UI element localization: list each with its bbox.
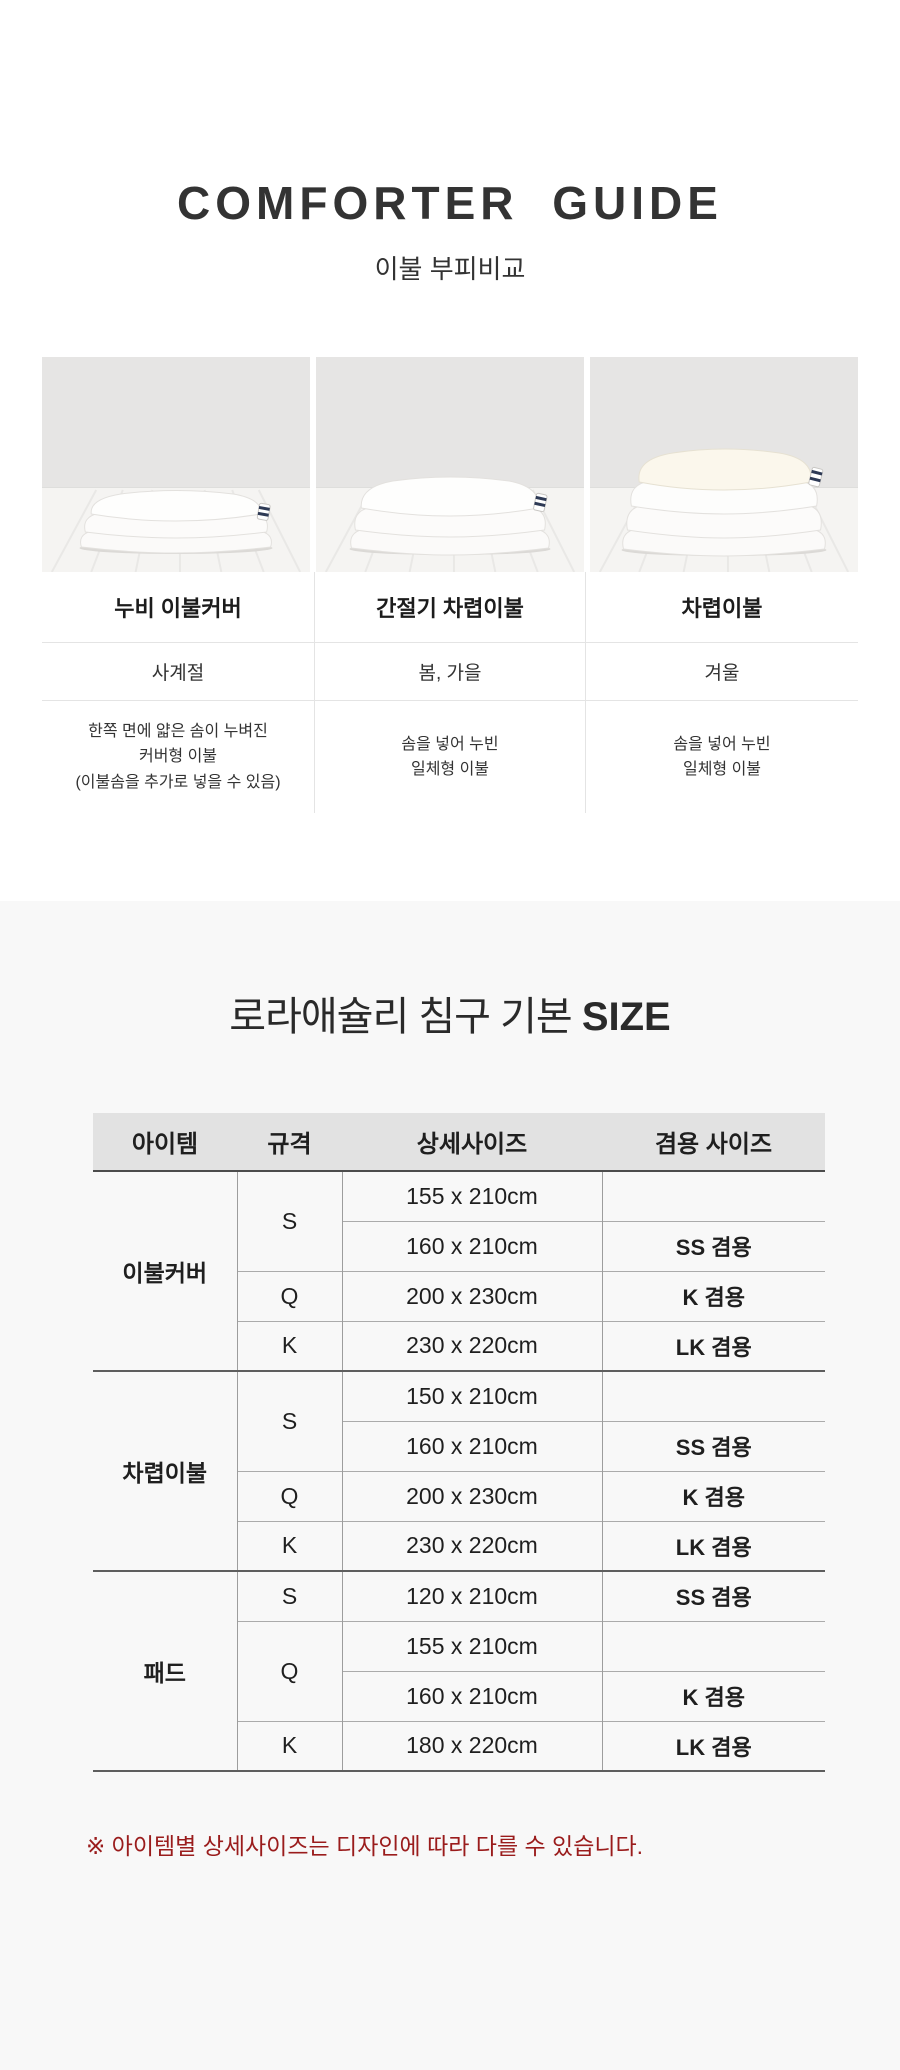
comforter-guide-section: COMFORTER GUIDE 이불 부피비교 xyxy=(0,0,900,901)
size-group-pad: 패드 S 120 x 210cm SS 겸용 Q 155 x 210cm 160… xyxy=(93,1571,825,1771)
spec-cell: S xyxy=(236,1571,342,1621)
compat-cell: K 겸용 xyxy=(601,1670,825,1721)
spec-cell: Q xyxy=(236,1470,342,1521)
brand-tag xyxy=(808,467,824,488)
comforter-name: 누비 이불커버 xyxy=(114,596,242,622)
comforter-compare-table: 누비 이불커버 간절기 차렵이불 차렵이불 사계절 봄, 가을 겨울 한쪽 면에… xyxy=(42,357,858,814)
size-table: 아이템 규격 상세사이즈 겸용 사이즈 이불커버 S 155 x 210cm 1… xyxy=(93,1113,825,1772)
spec-cell: K xyxy=(236,1520,342,1571)
table-row: Q 155 x 210cm xyxy=(93,1620,825,1721)
table-row: 160 x 210cm SS 겸용 xyxy=(93,1220,825,1271)
spec-cell: S xyxy=(236,1371,342,1471)
comforter-description: 솜을 넣어 누빈 일체형 이불 xyxy=(314,701,586,814)
compat-cell: SS 겸용 xyxy=(601,1420,825,1471)
compat-cell: K 겸용 xyxy=(601,1270,825,1321)
comforter-photo-medium xyxy=(316,357,584,573)
header-spec: 규격 xyxy=(267,1131,312,1158)
spec-cell: K xyxy=(236,1720,342,1771)
compat-cell: SS 겸용 xyxy=(601,1220,825,1271)
table-row: 패드 S 120 x 210cm SS 겸용 xyxy=(93,1571,825,1686)
table-row: 160 x 210cm K 겸용 xyxy=(93,1670,825,1721)
page-title: COMFORTER GUIDE xyxy=(177,177,723,229)
size-cell: 160 x 210cm xyxy=(341,1420,602,1471)
item-name: 차렵이불 xyxy=(122,1460,208,1486)
compat-cell: K 겸용 xyxy=(601,1470,825,1521)
spec-cell: Q xyxy=(236,1270,342,1321)
comforter-description: 솜을 넣어 누빈 일체형 이불 xyxy=(673,735,771,779)
comforter-season: 사계절 xyxy=(151,663,205,685)
item-name: 패드 xyxy=(143,1660,186,1686)
comforter-name: 간절기 차렵이불 xyxy=(314,572,586,643)
spec-cell: K xyxy=(236,1320,342,1371)
size-cell: 230 x 220cm xyxy=(341,1520,602,1571)
size-cell: 155 x 210cm xyxy=(341,1620,602,1671)
item-name: 이불커버 xyxy=(122,1260,208,1286)
compat-cell xyxy=(601,1371,825,1421)
header-item: 아이템 xyxy=(131,1131,199,1158)
header-compat-size: 겸용 사이즈 xyxy=(654,1131,773,1158)
comforter-name: 차렵이불 xyxy=(681,596,763,622)
comforter-season: 봄, 가을 xyxy=(314,643,586,701)
size-table-header: 아이템 규격 상세사이즈 겸용 사이즈 xyxy=(93,1113,825,1171)
comforter-photo-thin xyxy=(42,357,310,573)
table-row: K 230 x 220cm LK 겸용 xyxy=(93,1320,825,1371)
name-row: 누비 이불커버 간절기 차렵이불 차렵이불 xyxy=(42,572,858,644)
spec-cell: S xyxy=(236,1171,342,1271)
size-section-title: 로라애슐리 침구 기본 SIZE xyxy=(0,995,900,1039)
size-cell: 180 x 220cm xyxy=(341,1720,602,1771)
size-section: 로라애슐리 침구 기본 SIZE 아이템 규격 상세사이즈 겸용 사이즈 이불커… xyxy=(0,901,900,2070)
size-disclaimer-note: ※ 아이템별 상세사이즈는 디자인에 따라 다를 수 있습니다. xyxy=(86,1833,644,1859)
table-row: K 230 x 220cm LK 겸용 xyxy=(93,1520,825,1571)
size-group-duvet-cover: 이불커버 S 155 x 210cm 160 x 210cm SS 겸용 Q 2… xyxy=(93,1171,825,1371)
size-cell: 155 x 210cm xyxy=(341,1171,602,1221)
compat-cell: LK 겸용 xyxy=(601,1720,825,1771)
comforter-season: 겨울 xyxy=(704,663,740,685)
size-cell: 200 x 230cm xyxy=(341,1470,602,1521)
page-subtitle: 이불 부피비교 xyxy=(374,254,526,284)
size-cell: 120 x 210cm xyxy=(341,1571,602,1621)
size-cell: 230 x 220cm xyxy=(341,1320,602,1371)
compat-cell: LK 겸용 xyxy=(601,1320,825,1371)
table-row: Q 200 x 230cm K 겸용 xyxy=(93,1470,825,1521)
compat-cell: LK 겸용 xyxy=(601,1520,825,1571)
size-cell: 200 x 230cm xyxy=(341,1270,602,1321)
header-detail-size: 상세사이즈 xyxy=(416,1131,528,1158)
table-row: K 180 x 220cm LK 겸용 xyxy=(93,1720,825,1771)
table-row: Q 200 x 230cm K 겸용 xyxy=(93,1270,825,1321)
comforter-description: 한쪽 면에 얇은 솜이 누벼진 커버형 이불 (이불솜을 추가로 넣을 수 있음… xyxy=(75,722,281,791)
table-row: 이불커버 S 155 x 210cm xyxy=(93,1171,825,1286)
table-row: 차렵이불 S 150 x 210cm xyxy=(93,1371,825,1486)
size-group-comforter: 차렵이불 S 150 x 210cm 160 x 210cm SS 겸용 Q 2… xyxy=(93,1371,825,1571)
compat-cell xyxy=(601,1620,825,1671)
compat-cell: SS 겸용 xyxy=(601,1571,825,1621)
comforter-photo-thick xyxy=(590,357,858,573)
compat-cell xyxy=(601,1171,825,1221)
table-row: 160 x 210cm SS 겸용 xyxy=(93,1420,825,1471)
brand-tag xyxy=(533,493,548,513)
spec-cell: Q xyxy=(236,1620,342,1721)
photo-row xyxy=(42,357,858,573)
size-cell: 160 x 210cm xyxy=(341,1670,602,1721)
description-row: 한쪽 면에 얇은 솜이 누벼진 커버형 이불 (이불솜을 추가로 넣을 수 있음… xyxy=(42,701,858,814)
size-title-english: SIZE xyxy=(581,995,671,1039)
size-cell: 160 x 210cm xyxy=(341,1220,602,1271)
brand-tag xyxy=(256,503,271,522)
season-row: 사계절 봄, 가을 겨울 xyxy=(42,643,858,702)
size-cell: 150 x 210cm xyxy=(341,1371,602,1421)
size-title-korean: 로라애슐리 침구 기본 xyxy=(229,995,582,1039)
